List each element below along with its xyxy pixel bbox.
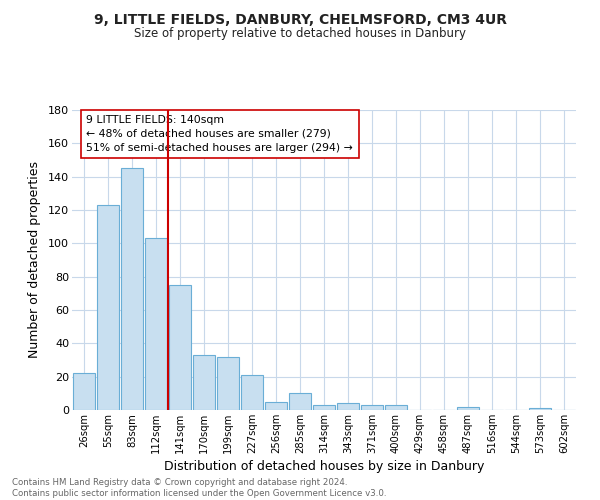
Bar bbox=[97, 205, 119, 410]
Bar bbox=[73, 374, 95, 410]
Bar bbox=[529, 408, 551, 410]
Text: 9, LITTLE FIELDS, DANBURY, CHELMSFORD, CM3 4UR: 9, LITTLE FIELDS, DANBURY, CHELMSFORD, C… bbox=[94, 12, 506, 26]
Bar bbox=[121, 168, 143, 410]
Text: Size of property relative to detached houses in Danbury: Size of property relative to detached ho… bbox=[134, 28, 466, 40]
Bar bbox=[241, 375, 263, 410]
Bar bbox=[457, 406, 479, 410]
Bar bbox=[169, 285, 191, 410]
X-axis label: Distribution of detached houses by size in Danbury: Distribution of detached houses by size … bbox=[164, 460, 484, 473]
Bar bbox=[193, 355, 215, 410]
Bar bbox=[385, 405, 407, 410]
Bar bbox=[337, 404, 359, 410]
Bar bbox=[313, 405, 335, 410]
Text: 9 LITTLE FIELDS: 140sqm
← 48% of detached houses are smaller (279)
51% of semi-d: 9 LITTLE FIELDS: 140sqm ← 48% of detache… bbox=[86, 115, 353, 153]
Bar bbox=[289, 394, 311, 410]
Bar bbox=[361, 405, 383, 410]
Bar bbox=[145, 238, 167, 410]
Bar bbox=[217, 356, 239, 410]
Text: Contains HM Land Registry data © Crown copyright and database right 2024.
Contai: Contains HM Land Registry data © Crown c… bbox=[12, 478, 386, 498]
Bar bbox=[265, 402, 287, 410]
Y-axis label: Number of detached properties: Number of detached properties bbox=[28, 162, 41, 358]
